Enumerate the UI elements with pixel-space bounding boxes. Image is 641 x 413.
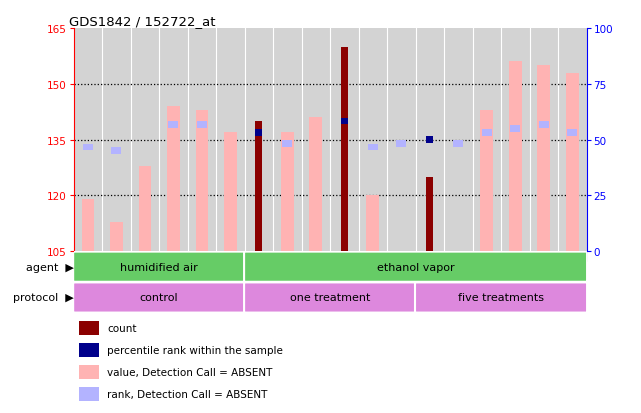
Bar — [453, 141, 463, 147]
Bar — [444, 252, 472, 261]
FancyBboxPatch shape — [244, 283, 416, 313]
Text: agent  ▶: agent ▶ — [26, 262, 74, 272]
Bar — [444, 29, 472, 252]
Bar — [302, 252, 330, 261]
Bar — [131, 252, 159, 261]
FancyBboxPatch shape — [73, 252, 246, 282]
Bar — [245, 29, 273, 252]
Bar — [537, 66, 550, 252]
Text: rank, Detection Call = ABSENT: rank, Detection Call = ABSENT — [107, 389, 267, 399]
Bar — [368, 145, 378, 151]
Text: count: count — [107, 323, 137, 333]
Bar — [567, 130, 578, 136]
Bar — [472, 29, 501, 252]
Bar — [472, 252, 501, 261]
Bar — [387, 29, 415, 252]
FancyBboxPatch shape — [73, 283, 246, 313]
FancyBboxPatch shape — [415, 283, 587, 313]
Bar — [529, 29, 558, 252]
FancyBboxPatch shape — [79, 387, 99, 401]
Bar — [273, 29, 302, 252]
Text: five treatments: five treatments — [458, 293, 544, 303]
Bar — [216, 252, 245, 261]
Bar — [415, 29, 444, 252]
Bar — [216, 29, 245, 252]
Text: GDS1842 / 152722_at: GDS1842 / 152722_at — [69, 15, 215, 28]
Bar — [310, 118, 322, 252]
Bar — [74, 252, 102, 261]
Bar — [102, 252, 131, 261]
Bar — [415, 252, 444, 261]
Bar — [480, 111, 493, 252]
Bar — [283, 141, 292, 147]
Bar — [112, 148, 121, 155]
Bar — [196, 111, 208, 252]
Bar — [501, 252, 529, 261]
Text: value, Detection Call = ABSENT: value, Detection Call = ABSENT — [107, 367, 272, 377]
Bar — [188, 252, 216, 261]
Bar — [273, 252, 302, 261]
Bar — [245, 252, 273, 261]
Bar — [159, 252, 188, 261]
Bar — [102, 29, 131, 252]
Bar — [501, 29, 529, 252]
Bar — [387, 252, 415, 261]
Bar — [426, 178, 433, 252]
Bar — [396, 141, 406, 147]
Bar — [426, 137, 433, 144]
Bar — [81, 200, 94, 252]
Bar — [224, 133, 237, 252]
Bar — [169, 122, 178, 129]
Text: humidified air: humidified air — [121, 262, 198, 272]
Bar — [358, 252, 387, 261]
Bar — [558, 252, 587, 261]
FancyBboxPatch shape — [79, 321, 99, 335]
Bar — [131, 29, 159, 252]
Text: percentile rank within the sample: percentile rank within the sample — [107, 345, 283, 355]
Bar — [529, 252, 558, 261]
Bar — [83, 145, 93, 151]
Bar — [539, 122, 549, 129]
Bar — [341, 119, 348, 125]
FancyBboxPatch shape — [79, 365, 99, 379]
Bar — [197, 122, 207, 129]
FancyBboxPatch shape — [244, 252, 587, 282]
Bar — [255, 130, 262, 136]
Bar — [255, 122, 262, 252]
Text: protocol  ▶: protocol ▶ — [13, 293, 74, 303]
Bar — [167, 107, 180, 252]
Bar — [367, 196, 379, 252]
Text: one treatment: one treatment — [290, 293, 370, 303]
Bar — [281, 133, 294, 252]
Bar — [330, 29, 358, 252]
Bar — [509, 62, 522, 252]
Text: control: control — [140, 293, 178, 303]
Bar — [566, 74, 579, 252]
Bar — [558, 29, 587, 252]
Bar — [138, 166, 151, 252]
Bar — [188, 29, 216, 252]
Bar — [159, 29, 188, 252]
Bar — [110, 222, 123, 252]
Bar — [482, 130, 492, 136]
Bar — [510, 126, 520, 133]
Bar — [358, 29, 387, 252]
Text: ethanol vapor: ethanol vapor — [377, 262, 454, 272]
FancyBboxPatch shape — [79, 343, 99, 357]
Bar — [330, 252, 358, 261]
Bar — [302, 29, 330, 252]
Bar — [341, 47, 348, 252]
Bar — [74, 29, 102, 252]
